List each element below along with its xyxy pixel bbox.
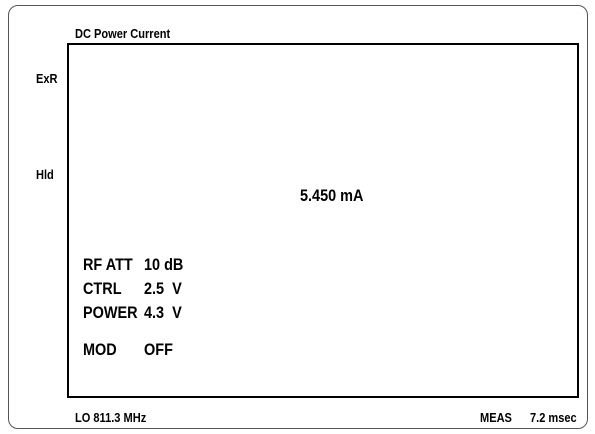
setting-value: 4.3 V [144, 303, 182, 322]
setting-label: MOD [83, 340, 117, 359]
indicator: ExR [36, 71, 58, 86]
setting-label: RF ATT [83, 255, 133, 274]
display-area [67, 43, 579, 398]
title: DC Power Current [75, 26, 171, 41]
indicator: Hld [36, 167, 54, 182]
setting-label: POWER [83, 303, 138, 322]
setting-value: 10 dB [144, 255, 184, 274]
outer-frame [8, 5, 588, 429]
meas-value: 7.2 msec [530, 410, 577, 425]
reading: 5.450 mA [300, 186, 364, 205]
setting-value: 2.5 V [144, 279, 182, 298]
setting-label: CTRL [83, 279, 122, 298]
setting-value: OFF [144, 340, 173, 359]
meas-label: MEAS [480, 410, 512, 425]
lo-frequency: LO 811.3 MHz [75, 410, 147, 425]
